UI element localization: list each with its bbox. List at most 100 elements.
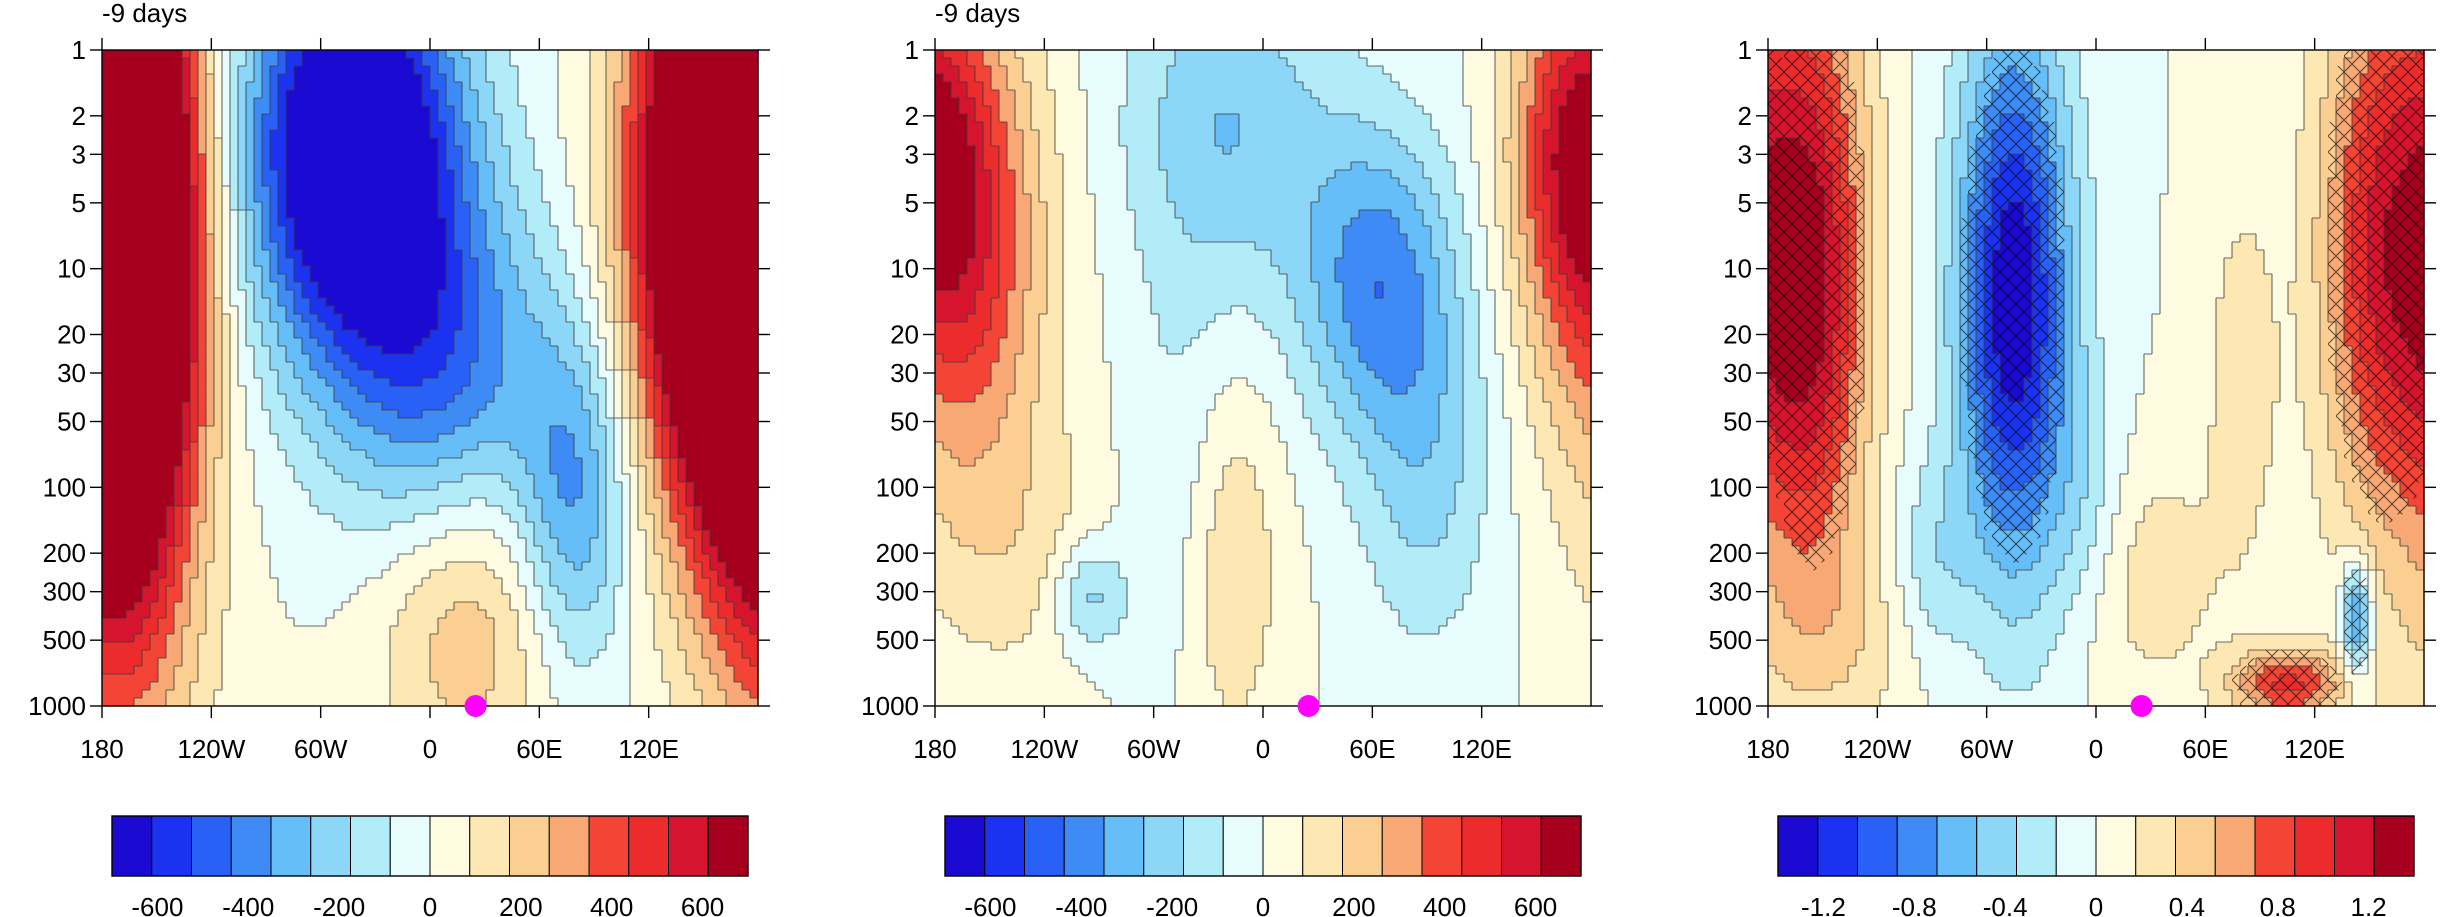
field-cell [1007, 314, 1024, 323]
field-cell [1463, 354, 1480, 363]
field-cell [598, 306, 607, 315]
field-cell [983, 138, 992, 147]
field-cell [190, 586, 207, 595]
field-cell [590, 538, 607, 547]
field-cell [1439, 194, 1464, 203]
field-cell [646, 210, 759, 219]
field-cell [190, 298, 199, 307]
field-cell [510, 234, 535, 243]
field-cell [1311, 426, 1344, 435]
field-cell [302, 258, 447, 267]
field-cell [1463, 378, 1488, 387]
field-cell [190, 106, 199, 115]
field-cell [222, 202, 231, 211]
field-cell [254, 50, 263, 59]
field-cell [246, 306, 255, 315]
field-cell [198, 570, 207, 579]
field-cell [1936, 362, 1953, 371]
field-cell [1888, 234, 1913, 243]
field-cell [230, 234, 239, 243]
field-cell [678, 562, 687, 571]
field-cell [1167, 186, 1320, 195]
field-cell [310, 266, 447, 275]
field-cell [1303, 394, 1328, 403]
field-cell [230, 522, 263, 531]
field-cell [1063, 186, 1088, 195]
field-cell [1471, 130, 1496, 139]
field-cell [1327, 178, 1400, 187]
field-cell [1912, 58, 1953, 67]
field-cell [1535, 74, 1544, 83]
field-cell [398, 410, 423, 419]
field-cell [1335, 346, 1360, 355]
field-cell [606, 506, 623, 515]
field-cell [270, 426, 303, 435]
contour-lines [935, 50, 1591, 706]
field-cell [478, 170, 495, 179]
field-cell [438, 154, 447, 163]
colorbar-swatch [1143, 815, 1184, 877]
field-cell [638, 162, 647, 171]
field-cell [102, 442, 183, 451]
field-cell [286, 202, 439, 211]
field-cell [198, 634, 223, 643]
field-cell [558, 482, 583, 491]
field-cell [662, 578, 679, 587]
field-cell [1543, 234, 1552, 243]
field-cell [1055, 578, 1072, 587]
field-cell [1135, 234, 1192, 243]
y-tick-label: 100 [876, 472, 919, 502]
field-cell [734, 674, 759, 683]
field-cell [1495, 202, 1512, 211]
field-cell [1856, 114, 1873, 123]
field-cell [1952, 370, 1961, 379]
field-cell [1519, 578, 1576, 587]
field-cell [935, 306, 976, 315]
field-cell [646, 170, 759, 179]
field-cell [1519, 266, 1528, 275]
field-cell [935, 74, 944, 83]
field-cell [638, 394, 647, 403]
field-cell [190, 138, 199, 147]
field-cell [622, 210, 631, 219]
field-cell [478, 98, 495, 107]
field-cell [1519, 194, 1528, 203]
field-cell [2216, 306, 2273, 315]
field-cell [438, 186, 455, 195]
field-cell [462, 322, 479, 331]
field-cell [230, 122, 239, 131]
field-cell [1207, 530, 1272, 539]
field-cell [662, 530, 679, 539]
field-cell [190, 178, 199, 187]
field-cell [262, 82, 271, 91]
field-cell [1351, 378, 1384, 387]
field-cell [670, 442, 679, 451]
field-cell [1039, 194, 1064, 203]
colorbar-frame [111, 815, 749, 877]
field-cell [254, 98, 271, 107]
field-cell [935, 226, 976, 235]
field-cell [1183, 642, 1208, 651]
field-cell [1503, 154, 1520, 163]
field-cell [1399, 82, 1464, 91]
field-cell [606, 58, 623, 67]
field-cell [1127, 594, 1184, 603]
field-cell [1319, 682, 1520, 691]
field-cell [270, 346, 287, 355]
field-cell [1872, 154, 1889, 163]
field-cell [590, 554, 607, 563]
field-cell [1311, 274, 1336, 283]
field-cell [1055, 106, 1088, 115]
field-cell [438, 618, 495, 627]
field-cell [1880, 74, 1913, 83]
field-cell [190, 186, 199, 195]
field-cell [430, 634, 495, 643]
field-cell [222, 322, 231, 331]
field-cell [1047, 306, 1064, 315]
field-cell [550, 202, 575, 211]
field-cell [422, 58, 439, 67]
field-cell [1335, 474, 1376, 483]
field-cell [1063, 378, 1112, 387]
field-cell [286, 282, 303, 291]
field-cell [214, 506, 231, 515]
